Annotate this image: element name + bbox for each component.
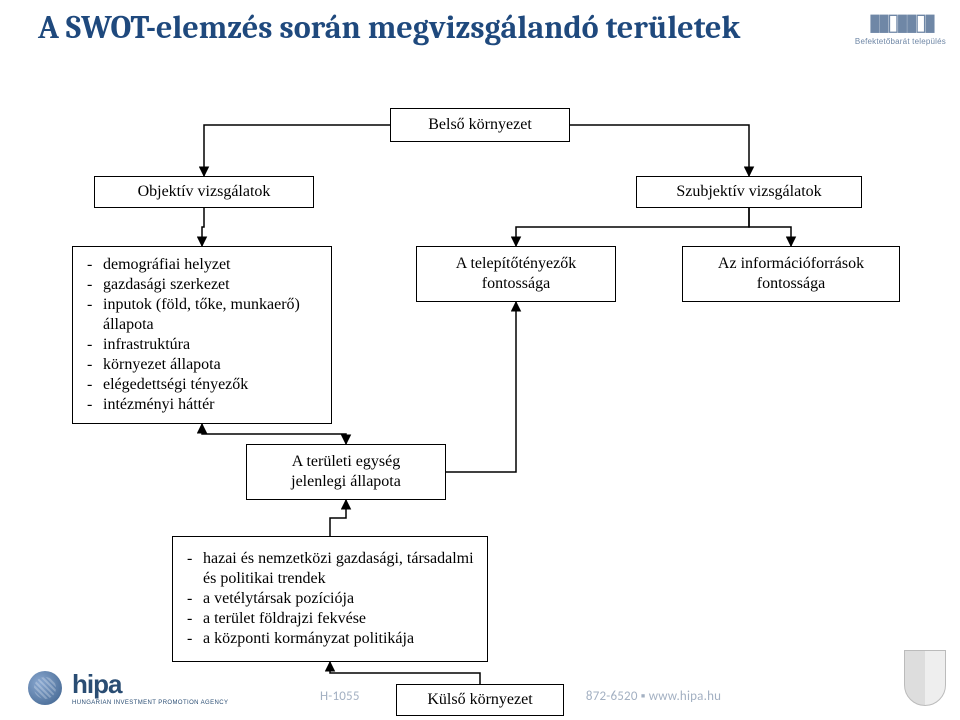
list-item: gazdasági szerkezet: [103, 275, 230, 295]
list-item: elégedettségi tényezők: [103, 375, 248, 395]
list-item: infrastruktúra: [103, 335, 190, 355]
footer-left: H-1055: [320, 689, 360, 704]
node-info: Az információforrásokfontossága: [682, 246, 900, 302]
list-item: inputok (föld, tőke, munkaerő) állapota: [103, 295, 321, 335]
node-belso: Belső környezet: [390, 108, 570, 142]
node-terulet: A területi egységjelenlegi állapota: [246, 444, 446, 500]
footer-text: H-1055 872-6520 ▪ www.hipa.hu: [320, 689, 721, 704]
logo-brand-sub: HUNGARIAN INVESTMENT PROMOTION AGENCY: [72, 700, 228, 706]
node-telep: A telepítőtényezőkfontossága: [416, 246, 616, 302]
edge-kulso-trend: [330, 662, 480, 684]
node-label: fontossága: [757, 274, 825, 294]
edge-telep-terulet: [446, 302, 516, 472]
edge-szubj-telep: [516, 208, 749, 246]
globe-icon: [28, 671, 62, 705]
node-label: Az információforrások: [718, 254, 864, 274]
node-obj: Objektív vizsgálatok: [94, 176, 314, 208]
list-item: intézményi háttér: [103, 395, 215, 415]
node-label: jelenlegi állapota: [291, 472, 401, 492]
crest-icon: [904, 650, 946, 706]
logo-brand: hipa: [72, 669, 228, 700]
list-item: a központi kormányzat politikája: [203, 629, 414, 649]
edge-belso-szubj: [570, 125, 749, 176]
skyline-icon: ▮▮▯▮▮▯▮: [855, 8, 946, 37]
node-label: A telepítőtényezők: [456, 254, 576, 274]
list-item: demográfiai helyzet: [103, 255, 231, 275]
logo-top-right-sub: Befektetőbarát település: [855, 37, 946, 46]
edge-trend-terulet: [330, 500, 346, 536]
page-title: A SWOT-elemzés során megvizsgálandó terü…: [38, 10, 740, 47]
edge-obj-objL: [202, 208, 204, 246]
node-szubj: Szubjektív vizsgálatok: [636, 176, 862, 208]
logo-bottom-left: hipa HUNGARIAN INVESTMENT PROMOTION AGEN…: [28, 669, 228, 706]
logo-top-right: ▮▮▯▮▮▯▮ Befektetőbarát település: [855, 8, 946, 46]
list-item: a vetélytársak pozíciója: [203, 589, 354, 609]
list-item: hazai és nemzetközi gazdasági, társadalm…: [203, 549, 477, 589]
list-item: környezet állapota: [103, 355, 221, 375]
list-item: a terület földrajzi fekvése: [203, 609, 366, 629]
edge-objL-terulet: [202, 424, 346, 444]
footer-right: 872-6520 ▪ www.hipa.hu: [586, 689, 721, 704]
node-objL: demográfiai helyzetgazdasági szerkezetin…: [72, 246, 332, 424]
node-label: fontossága: [482, 274, 550, 294]
edge-belso-obj: [204, 125, 390, 176]
node-trend: hazai és nemzetközi gazdasági, társadalm…: [172, 536, 488, 662]
edge-szubj-info: [749, 208, 791, 246]
node-label: A területi egység: [292, 452, 400, 472]
